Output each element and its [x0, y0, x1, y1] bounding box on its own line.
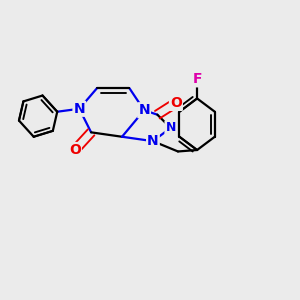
Text: O: O	[170, 96, 182, 110]
Text: O: O	[69, 143, 81, 157]
Text: N: N	[147, 134, 159, 148]
Text: N: N	[74, 102, 85, 116]
Text: N: N	[138, 103, 150, 117]
Text: N: N	[165, 122, 176, 134]
Text: F: F	[192, 72, 202, 86]
